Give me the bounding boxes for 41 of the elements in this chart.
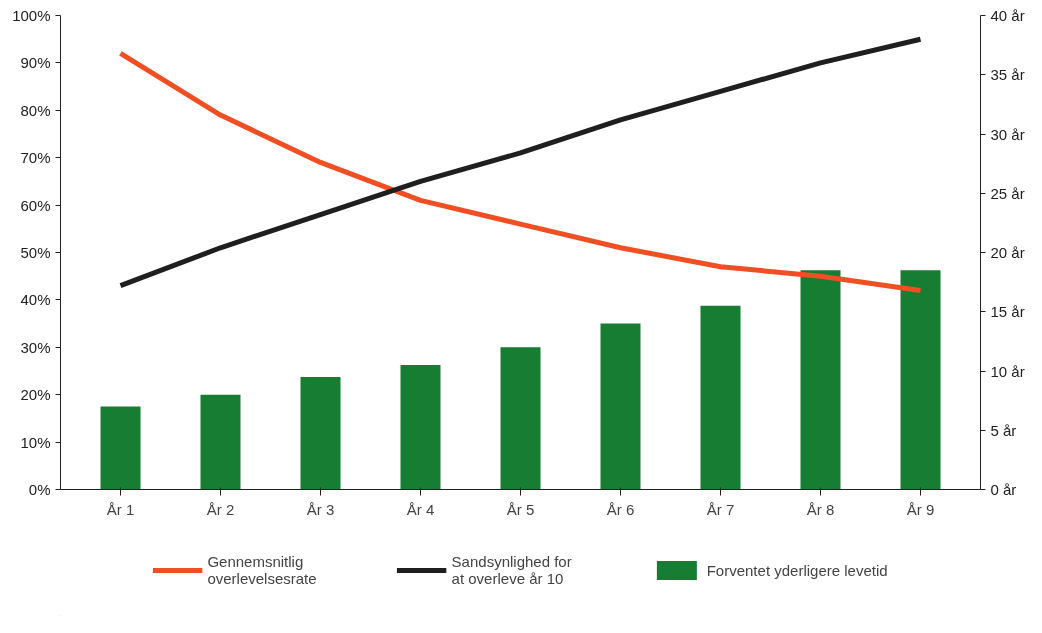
y-tick-label: 20% [20,386,51,404]
y-tick-label: 70% [20,149,51,167]
y-tick-label: 60% [20,196,51,214]
y-tick-label: 10% [20,433,51,451]
y2-tick-label: 20 år [990,244,1025,261]
legend-label: Gennemsnitlig overlevelsesrate [207,552,317,588]
y-tick-label: 90% [20,54,51,72]
x-tick-label: År 9 [906,500,935,518]
y-tick-label: 40% [20,291,51,309]
y2-tick-label: 30 år [990,125,1025,143]
bar [600,323,641,490]
y2-tick-label: 5 år [990,421,1017,439]
bar [900,270,941,490]
y2-tick-label: 10 år [990,362,1025,380]
x-tick-label: År 5 [506,500,535,518]
y-tick-label: 80% [20,101,51,119]
x-tick-label: År 7 [706,500,735,518]
legend-label: Sandsynlighed for at overleve år 10 [451,552,572,588]
x-tick-label: År 4 [406,500,435,518]
bar [800,270,841,490]
x-tick-label: År 3 [306,500,335,518]
y-tick-label: 0% [28,481,51,498]
bar [300,376,341,490]
x-tick-label: År 1 [106,500,135,518]
bar [200,394,241,490]
y2-tick-label: 40 år [990,7,1025,24]
x-tick-label: År 6 [606,500,635,518]
y-tick-label: 30% [20,338,51,356]
y-tick-label: 100% [12,7,51,24]
bar [700,305,741,490]
x-tick-label: År 2 [206,500,235,518]
bar [500,347,541,490]
y2-tick-label: 25 år [990,184,1025,202]
y2-tick-label: 35 år [990,66,1025,84]
bar [400,365,441,490]
legend-label: Forventet yderligere levetid [706,560,888,581]
bar [100,406,141,490]
x-tick-label: År 8 [806,500,835,518]
y-tick-label: 50% [20,244,51,261]
y2-tick-label: 0 år [990,481,1017,498]
y2-tick-label: 15 år [990,303,1025,321]
